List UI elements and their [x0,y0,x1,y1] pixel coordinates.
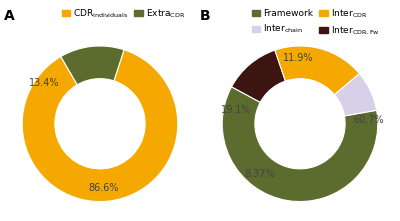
Wedge shape [61,46,124,85]
Legend: CDR$_{\mathregular{individuals}}$, Extra$_{\mathregular{CDR}}$: CDR$_{\mathregular{individuals}}$, Extra… [58,4,189,23]
Text: 86.6%: 86.6% [89,183,119,192]
Legend: Framework, Inter$_{\mathregular{chain}}$, Inter$_{\mathregular{CDR}}$, Inter$_{\: Framework, Inter$_{\mathregular{chain}}$… [248,4,383,40]
Wedge shape [334,74,377,116]
Wedge shape [275,46,360,95]
Wedge shape [232,50,286,102]
Text: 8.37%: 8.37% [244,169,275,179]
Text: 60.7%: 60.7% [353,115,384,125]
Wedge shape [22,50,178,202]
Wedge shape [222,87,378,202]
Text: A: A [4,9,15,23]
Text: B: B [200,9,211,23]
Text: 19.1%: 19.1% [221,105,252,115]
Text: 11.9%: 11.9% [283,53,314,63]
Text: 13.4%: 13.4% [29,78,59,88]
